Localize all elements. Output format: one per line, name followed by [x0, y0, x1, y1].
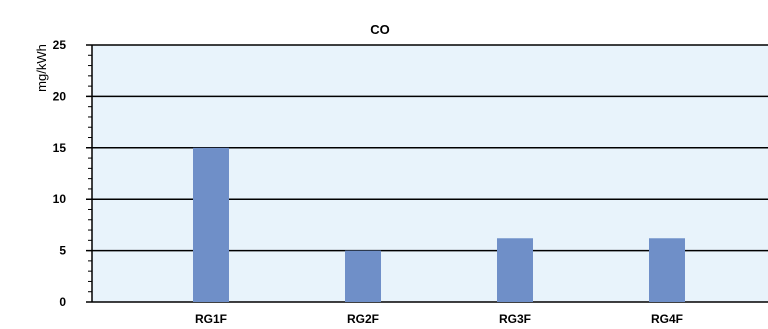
chart-title: CO [370, 22, 390, 37]
y-tick-label-25: 25 [53, 38, 67, 52]
x-label-rg4f: RG4F [651, 312, 683, 326]
x-label-rg3f: RG3F [499, 312, 531, 326]
y-tick-label-5: 5 [59, 244, 66, 258]
y-tick-labels: 0 5 10 15 20 25 [53, 38, 67, 309]
bar-rg3f [497, 238, 533, 302]
bars [193, 147, 685, 302]
x-label-rg2f: RG2F [347, 312, 379, 326]
bar-rg2f [345, 250, 381, 302]
bar-rg4f [649, 238, 685, 302]
y-tick-label-20: 20 [53, 89, 67, 103]
y-axis-label: mg/kWh [34, 44, 49, 92]
minor-ticks [88, 44, 92, 303]
bar-rg1f [193, 147, 229, 302]
x-label-rg1f: RG1F [195, 312, 227, 326]
y-tick-label-15: 15 [53, 141, 67, 155]
y-tick-label-0: 0 [59, 295, 66, 309]
x-category-labels: RG1F RG2F RG3F RG4F [195, 312, 683, 326]
y-tick-label-10: 10 [53, 192, 67, 206]
